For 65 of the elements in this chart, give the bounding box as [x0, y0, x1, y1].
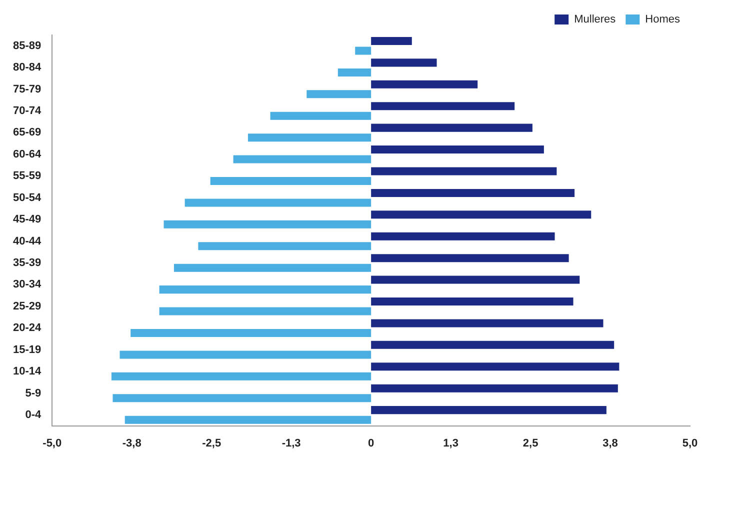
bar — [371, 146, 544, 154]
x-tick-label: 5,0 — [682, 437, 698, 450]
y-tick-label: 40-44 — [12, 235, 42, 248]
y-tick-label: 0-4 — [25, 408, 42, 421]
bar — [371, 406, 606, 414]
bar — [371, 102, 515, 110]
x-tick-label: 3,8 — [602, 437, 618, 450]
bar — [371, 232, 555, 240]
bar — [130, 328, 372, 337]
legend-label: Mulleres — [574, 14, 616, 26]
bar — [233, 155, 372, 164]
x-tick-label: 0 — [368, 437, 374, 450]
bar — [355, 46, 372, 55]
bar — [371, 362, 620, 371]
y-tick-label: 5-9 — [25, 387, 42, 400]
bar — [371, 167, 557, 176]
y-tick-label: 35-39 — [12, 257, 42, 269]
bar — [371, 58, 437, 67]
y-tick-label: 15-19 — [12, 344, 42, 356]
y-tick-label: 50-54 — [12, 192, 42, 204]
bar — [270, 112, 372, 120]
y-tick-label: 75-79 — [12, 83, 42, 96]
y-tick-label: 55-59 — [12, 170, 42, 182]
bar — [124, 416, 372, 424]
bar — [371, 319, 604, 328]
x-tick-label: -3,8 — [122, 437, 142, 450]
x-tick-label: -2,5 — [202, 437, 222, 450]
bar — [120, 350, 372, 359]
bar — [371, 124, 532, 132]
bar — [159, 286, 372, 294]
y-tick-label: 45-49 — [12, 214, 42, 226]
bar — [371, 298, 574, 306]
y-tick-label: 20-24 — [12, 322, 42, 334]
legend-label: Homes — [645, 14, 680, 26]
y-tick-label: 85-89 — [12, 40, 42, 52]
y-tick-label: 65-69 — [12, 126, 42, 139]
bar — [112, 394, 372, 402]
bar — [371, 188, 575, 197]
bar — [164, 220, 372, 228]
y-tick-label: 60-64 — [12, 148, 42, 160]
bar — [371, 384, 618, 392]
bar — [371, 340, 614, 349]
bar — [159, 307, 372, 316]
bar — [371, 276, 580, 284]
y-tick-label: 25-29 — [12, 300, 42, 312]
bar — [184, 198, 372, 207]
bar — [338, 68, 372, 76]
y-tick-label: 70-74 — [12, 105, 42, 118]
y-tick-label: 10-14 — [12, 366, 42, 378]
y-tick-label: 30-34 — [12, 278, 42, 291]
x-tick-label: -5,0 — [42, 437, 62, 450]
bar — [371, 254, 569, 262]
x-tick-label: -1,3 — [282, 437, 301, 450]
x-tick-label: 1,3 — [443, 437, 458, 450]
bar — [174, 264, 372, 272]
bar — [371, 36, 412, 45]
x-tick-label: 2,5 — [522, 437, 538, 450]
bar — [306, 90, 372, 98]
bar — [210, 177, 372, 186]
bar — [248, 134, 372, 142]
bar — [371, 210, 592, 219]
bar — [198, 242, 372, 250]
bar — [371, 80, 478, 88]
y-tick-label: 80-84 — [12, 62, 42, 74]
bar — [111, 372, 372, 380]
